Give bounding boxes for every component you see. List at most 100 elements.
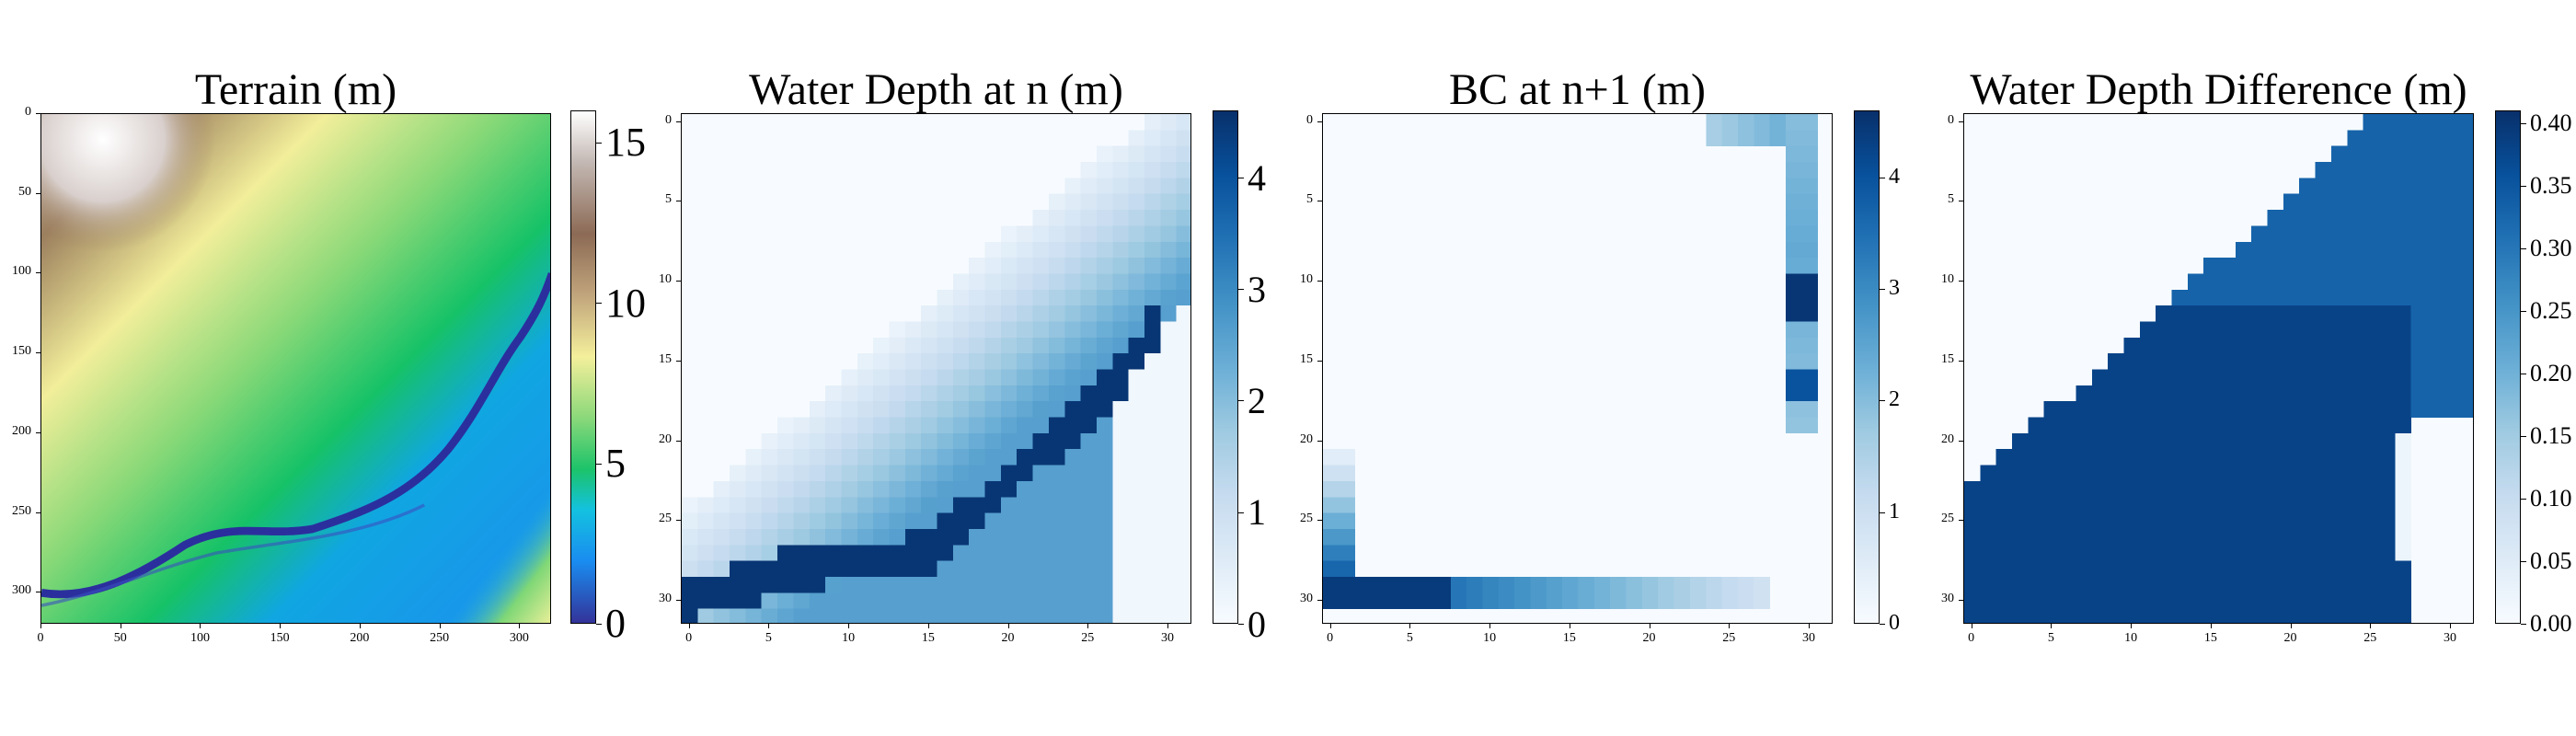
heatmap-cell (1048, 210, 1065, 226)
heatmap-cell (2235, 608, 2252, 623)
heatmap-cell (1080, 353, 1098, 370)
colorbar-tick-label: 0.10 (2530, 484, 2572, 512)
heatmap-cell (969, 528, 985, 546)
y-tick-mark (36, 431, 40, 433)
heatmap-cell (2267, 258, 2284, 274)
heatmap-cell (1017, 465, 1033, 482)
heatmap-cell (1176, 321, 1190, 339)
heatmap-cell (1160, 592, 1178, 610)
heatmap-cell (857, 369, 874, 386)
heatmap-cell (2426, 273, 2444, 291)
heatmap-cell (2203, 528, 2220, 546)
heatmap-cell (1017, 560, 1033, 578)
heatmap-cell (984, 545, 1002, 561)
heatmap-cell (1000, 576, 1018, 593)
heatmap-cell (1785, 241, 1802, 259)
difference-colorbar (2495, 110, 2521, 624)
heatmap-cell (1754, 592, 1770, 610)
heatmap-cell (984, 273, 1002, 291)
heatmap-cell (2171, 592, 2189, 610)
heatmap-cell (1160, 512, 1178, 530)
heatmap-cell (2363, 193, 2380, 211)
heatmap-cell (2315, 369, 2332, 386)
heatmap-cell (1160, 417, 1178, 434)
heatmap-cell (2395, 162, 2411, 178)
heatmap-cell (2187, 369, 2204, 386)
heatmap-cell (2203, 545, 2220, 561)
heatmap-cell (937, 465, 954, 482)
heatmap-cell (2363, 114, 2380, 131)
heatmap-cell (969, 337, 985, 354)
heatmap-cell (2251, 432, 2268, 450)
heatmap-cell (2378, 592, 2396, 610)
heatmap-cell (745, 465, 763, 482)
heatmap-cell (1000, 369, 1018, 386)
heatmap-cell (2219, 432, 2237, 450)
heatmap-cell (889, 353, 906, 370)
heatmap-cell (1801, 337, 1819, 354)
heatmap-cell (937, 337, 954, 354)
x-tick-label: 300 (509, 631, 529, 645)
colorbar-tick-label: 0.30 (2530, 234, 2572, 261)
heatmap-cell (2378, 225, 2396, 243)
heatmap-cell (1112, 305, 1129, 322)
y-tick-mark (1317, 520, 1322, 522)
heatmap-cell (2395, 145, 2411, 163)
heatmap-cell (2363, 401, 2380, 418)
y-tick-label: 10 (659, 272, 672, 287)
heatmap-cell (921, 480, 937, 498)
heatmap-cell (1339, 528, 1356, 546)
heatmap-cell (1112, 337, 1129, 354)
heatmap-cell (777, 576, 794, 593)
heatmap-cell (1032, 465, 1050, 482)
heatmap-cell (2123, 432, 2141, 450)
heatmap-cell (2347, 560, 2363, 578)
heatmap-cell (2378, 178, 2396, 195)
heatmap-cell (2203, 289, 2220, 306)
heatmap-cell (1737, 114, 1754, 131)
heatmap-cell (2267, 417, 2284, 434)
heatmap-cell (1017, 305, 1033, 322)
x-tick-label: 5 (765, 631, 772, 645)
heatmap-cell (2299, 465, 2316, 482)
x-tick-label: 20 (1642, 631, 1656, 645)
heatmap-cell (1160, 162, 1178, 178)
heatmap-cell (1048, 289, 1065, 306)
heatmap-cell (2012, 528, 2029, 546)
heatmap-cell (2299, 608, 2316, 623)
heatmap-cell (1048, 449, 1065, 466)
heatmap-cell (1080, 592, 1098, 610)
heatmap-cell (873, 560, 890, 578)
heatmap-cell (2299, 305, 2316, 322)
heatmap-cell (2363, 178, 2380, 195)
heatmap-cell (2458, 130, 2473, 147)
heatmap-cell (2315, 497, 2332, 513)
heatmap-cell (921, 449, 937, 466)
heatmap-cell (1032, 560, 1050, 578)
heatmap-cell (2363, 432, 2380, 450)
heatmap-cell (984, 512, 1002, 530)
terrain-colorbar (570, 110, 596, 624)
heatmap-cell (793, 432, 811, 450)
heatmap-cell (2395, 241, 2411, 259)
heatmap-cell (1112, 210, 1129, 226)
y-tick-mark (1317, 599, 1322, 601)
heatmap-cell (777, 432, 794, 450)
heatmap-cell (2028, 465, 2045, 482)
heatmap-cell (1000, 417, 1018, 434)
heatmap-cell (761, 576, 778, 593)
heatmap-cell (1032, 353, 1050, 370)
heatmap-cell (969, 369, 985, 386)
heatmap-cell (921, 401, 937, 418)
colorbar-tick-label: 1 (1248, 491, 1266, 534)
colorbar-tick-label: 15 (605, 120, 646, 166)
heatmap-cell (1176, 369, 1190, 386)
heatmap-cell (1017, 337, 1033, 354)
heatmap-cell (2315, 353, 2332, 370)
heatmap-cell (1064, 449, 1081, 466)
y-tick-label: 0 (25, 105, 31, 119)
heatmap-cell (2426, 337, 2444, 354)
heatmap-cell (2378, 130, 2396, 147)
x-tick-mark (927, 624, 929, 628)
colorbar-tick-label: 5 (605, 441, 626, 487)
